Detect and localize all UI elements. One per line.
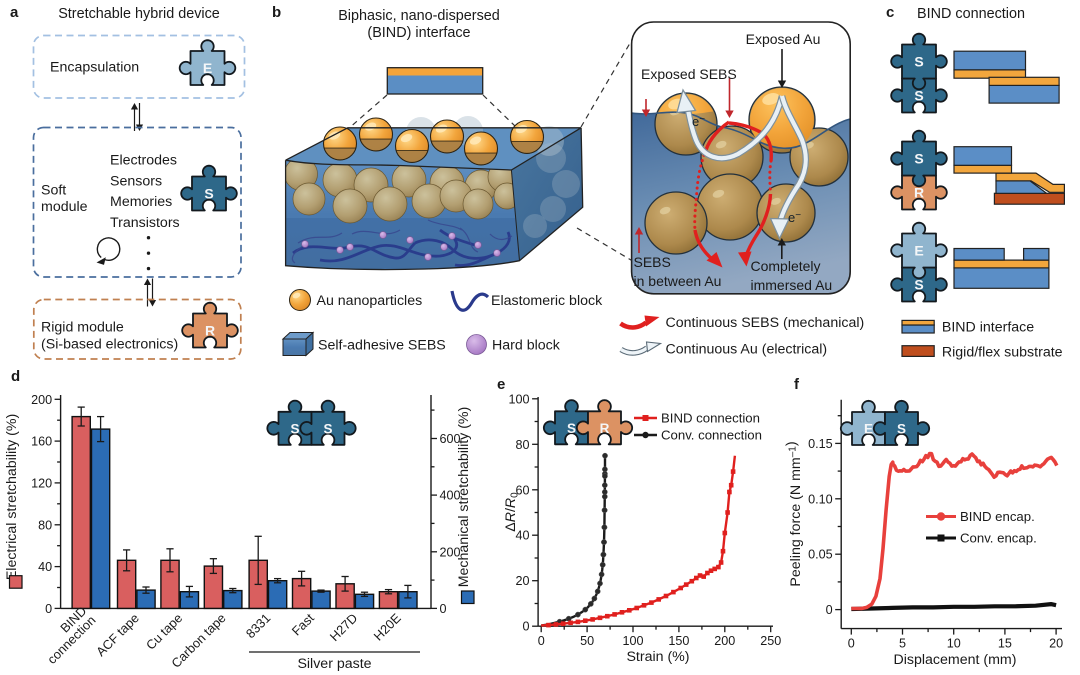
svg-text:Exposed SEBS: Exposed SEBS: [641, 66, 737, 82]
svg-text:S: S: [914, 54, 923, 70]
svg-text:10: 10: [947, 637, 961, 651]
svg-text:80: 80: [515, 438, 529, 452]
svg-text:Continuous Au (electrical): Continuous Au (electrical): [666, 342, 828, 358]
svg-text:BIND connection: BIND connection: [661, 411, 760, 426]
svg-text:Stretchable hybrid device: Stretchable hybrid device: [58, 6, 220, 22]
svg-text:20: 20: [515, 574, 529, 588]
svg-text:Self-adhesive SEBS: Self-adhesive SEBS: [318, 338, 446, 354]
svg-text:50: 50: [580, 634, 594, 648]
svg-text:250: 250: [760, 634, 781, 648]
svg-text:module: module: [41, 199, 88, 215]
svg-text:S: S: [290, 421, 299, 436]
svg-text:120: 120: [31, 476, 52, 490]
svg-text:150: 150: [668, 634, 689, 648]
svg-text:S: S: [914, 151, 923, 167]
svg-text:20: 20: [1049, 637, 1063, 651]
svg-text:a: a: [10, 4, 19, 21]
svg-text:S: S: [567, 421, 576, 436]
svg-text:0: 0: [522, 620, 529, 634]
svg-text:S: S: [914, 277, 923, 293]
svg-text:160: 160: [31, 435, 52, 449]
svg-text:200: 200: [714, 634, 735, 648]
svg-text:5: 5: [899, 637, 906, 651]
svg-text:0: 0: [45, 602, 52, 616]
svg-text:(Si-based electronics): (Si-based electronics): [41, 337, 178, 353]
svg-text:80: 80: [38, 518, 52, 532]
svg-text:E: E: [864, 422, 873, 437]
svg-text:Biphasic, nano-dispersed: Biphasic, nano-dispersed: [338, 8, 500, 24]
svg-text:Elastomeric block: Elastomeric block: [491, 293, 603, 309]
svg-text:40: 40: [38, 560, 52, 574]
svg-text:Memories: Memories: [110, 194, 172, 210]
svg-text:Strain (%): Strain (%): [626, 649, 689, 665]
svg-text:in between Au: in between Au: [634, 273, 722, 289]
svg-text:f: f: [794, 376, 800, 393]
svg-text:R: R: [205, 323, 215, 339]
svg-text:E: E: [914, 243, 923, 259]
svg-text:0: 0: [848, 637, 855, 651]
svg-text:Encapsulation: Encapsulation: [50, 60, 139, 76]
svg-text:Soft: Soft: [41, 183, 66, 199]
svg-text:0: 0: [538, 634, 545, 648]
svg-text:ΔR/R0: ΔR/R0: [503, 492, 521, 532]
svg-text:Hard block: Hard block: [492, 338, 561, 354]
svg-text:S: S: [323, 421, 332, 436]
svg-text:S: S: [897, 422, 906, 437]
svg-text:Exposed Au: Exposed Au: [746, 31, 821, 47]
svg-text:0: 0: [826, 603, 833, 617]
svg-text:Au nanoparticles: Au nanoparticles: [317, 293, 423, 309]
svg-text:c: c: [886, 4, 894, 21]
svg-text:immersed Au: immersed Au: [751, 277, 833, 293]
svg-text:BIND connection: BIND connection: [917, 6, 1025, 22]
svg-text:Rigid/flex substrate: Rigid/flex substrate: [942, 345, 1063, 361]
svg-text:BIND interface: BIND interface: [942, 320, 1034, 336]
svg-text:0: 0: [440, 602, 447, 616]
svg-text:S: S: [914, 88, 923, 104]
svg-text:60: 60: [515, 483, 529, 497]
svg-text:Electrodes: Electrodes: [110, 153, 177, 169]
svg-text:0.10: 0.10: [808, 492, 833, 506]
svg-text:0.05: 0.05: [808, 548, 833, 562]
svg-text:Displacement (mm): Displacement (mm): [894, 652, 1017, 668]
svg-text:100: 100: [508, 392, 529, 406]
svg-text:100: 100: [622, 634, 643, 648]
svg-text:S: S: [204, 186, 213, 202]
svg-text:15: 15: [998, 637, 1012, 651]
svg-text:Completely: Completely: [751, 258, 821, 274]
svg-text:0.15: 0.15: [808, 437, 833, 451]
svg-text:400: 400: [440, 489, 461, 503]
svg-text:R: R: [600, 421, 610, 436]
svg-text:200: 200: [440, 545, 461, 559]
svg-text:E: E: [203, 60, 212, 76]
svg-text:Conv. connection: Conv. connection: [661, 428, 762, 443]
svg-text:Silver paste: Silver paste: [297, 656, 371, 672]
svg-text:R: R: [914, 185, 924, 201]
svg-text:Rigid module: Rigid module: [41, 320, 124, 336]
svg-text:d: d: [11, 368, 20, 385]
svg-text:Transistors: Transistors: [110, 215, 180, 231]
svg-text:Electrical stretchability (%): Electrical stretchability (%): [4, 414, 20, 580]
svg-text:(BIND) interface: (BIND) interface: [367, 25, 470, 41]
svg-text:Continuous SEBS (mechanical): Continuous SEBS (mechanical): [666, 315, 865, 331]
svg-text:Sensors: Sensors: [110, 173, 162, 189]
svg-text:Conv. encap.: Conv. encap.: [960, 531, 1037, 546]
svg-text:b: b: [272, 4, 281, 21]
svg-text:40: 40: [515, 529, 529, 543]
svg-text:Mechanical stretchability (%): Mechanical stretchability (%): [456, 407, 472, 588]
svg-text:200: 200: [31, 393, 52, 407]
svg-text:e: e: [497, 376, 505, 393]
svg-text:BIND encap.: BIND encap.: [960, 509, 1035, 524]
svg-text:Peeling force (N mm–1): Peeling force (N mm–1): [784, 441, 805, 586]
svg-text:600: 600: [440, 432, 461, 446]
svg-text:SEBS: SEBS: [634, 254, 671, 270]
